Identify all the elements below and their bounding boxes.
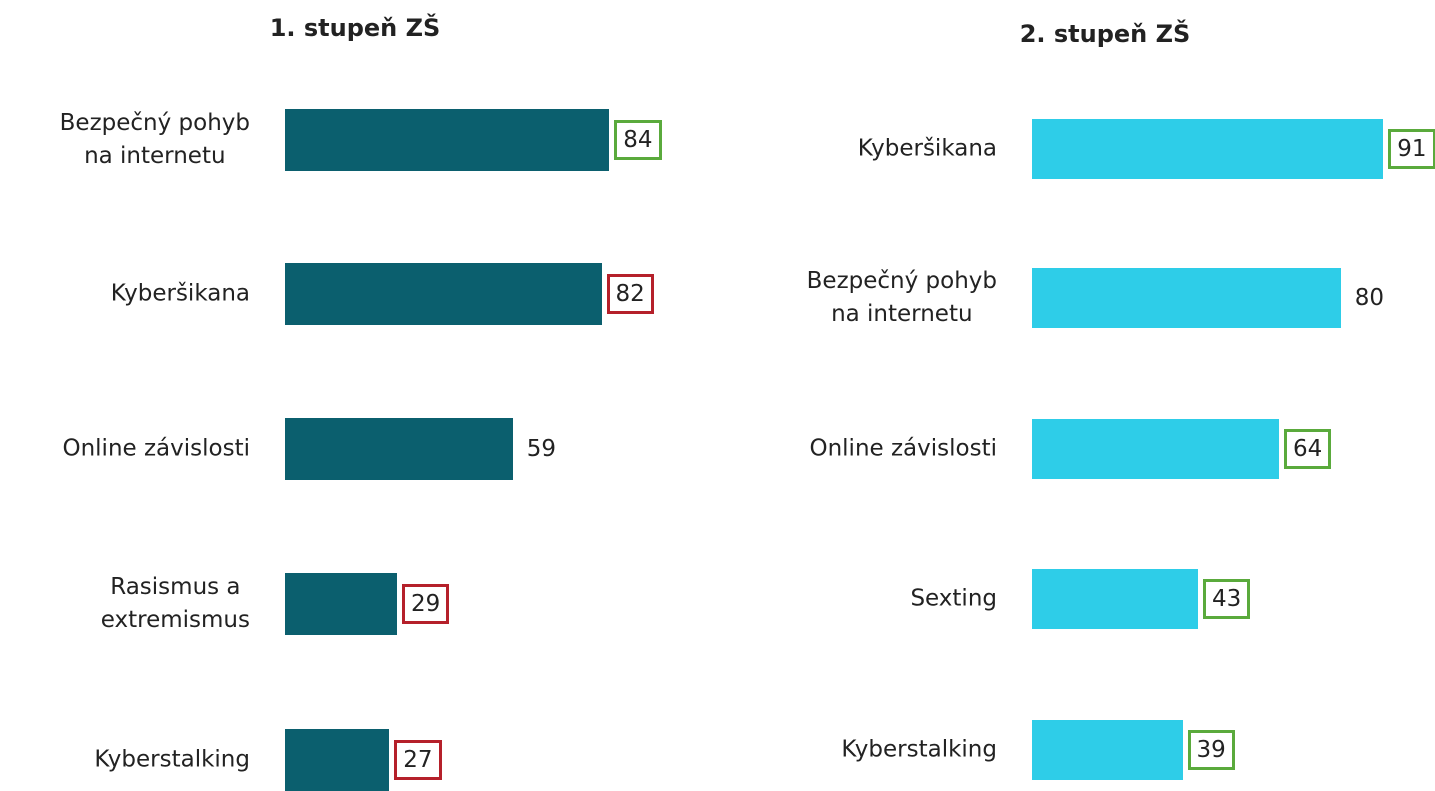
value-label: 64 — [1284, 429, 1332, 469]
bar — [285, 729, 390, 791]
value-label: 84 — [614, 120, 662, 160]
value-label: 27 — [394, 740, 442, 780]
value-label: 29 — [401, 584, 450, 624]
bar — [285, 263, 602, 325]
bar — [1032, 720, 1183, 780]
bar — [1032, 419, 1280, 479]
category-label: Rasismus a extremismus — [100, 574, 250, 633]
chart-title: 2. stupeň ZŠ — [1019, 20, 1191, 48]
bar — [285, 109, 610, 171]
value-label: 39 — [1187, 730, 1235, 770]
bar — [1032, 119, 1384, 179]
value-label: 82 — [606, 274, 654, 314]
category-label: Kyberstalking — [841, 736, 997, 763]
category-label: Bezpečný pohyb na internetu — [59, 110, 250, 169]
category-label: Kyberšikana — [110, 280, 250, 307]
category-label: Kyberšikana — [857, 135, 997, 162]
bar — [1032, 268, 1341, 328]
value-label: 80 — [1354, 285, 1385, 311]
bar — [285, 573, 397, 635]
category-label: Online závislosti — [62, 435, 250, 462]
value-label: 43 — [1202, 579, 1251, 619]
category-label: Bezpečný pohyb na internetu — [806, 268, 997, 327]
bar — [1032, 569, 1198, 629]
chart-title: 1. stupeň ZŠ — [269, 14, 441, 42]
value-label: 91 — [1388, 129, 1435, 169]
category-label: Online závislosti — [809, 435, 997, 462]
bar — [285, 418, 513, 480]
category-label: Sexting — [910, 585, 997, 612]
category-label: Kyberstalking — [94, 746, 250, 773]
value-label: 59 — [526, 436, 557, 462]
